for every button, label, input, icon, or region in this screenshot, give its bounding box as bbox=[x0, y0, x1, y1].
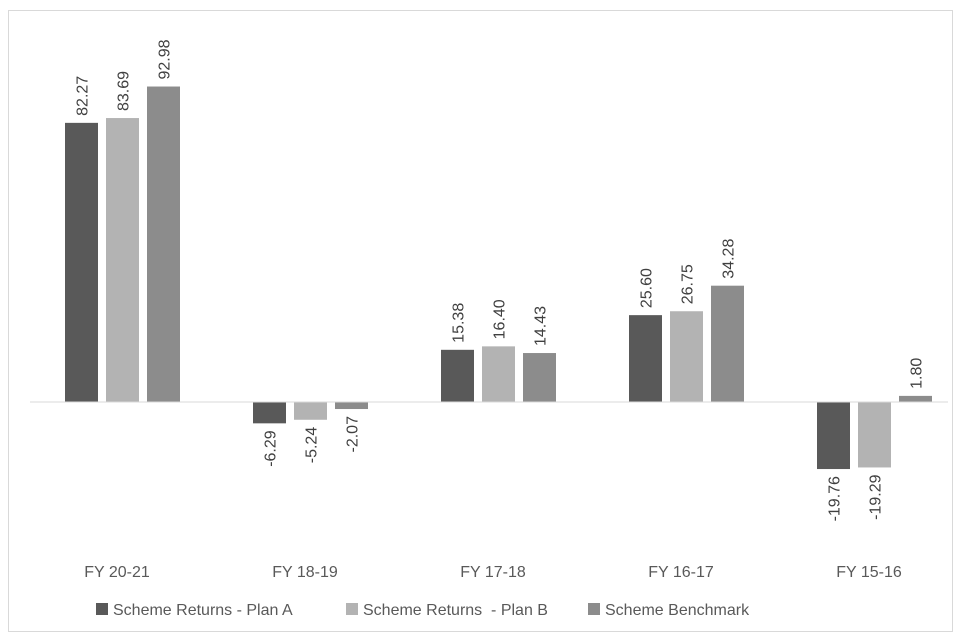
bar-2-4 bbox=[670, 311, 703, 402]
bar-3-4 bbox=[711, 285, 744, 402]
value-label: 15.38 bbox=[451, 303, 468, 343]
bar-3-3 bbox=[523, 353, 556, 402]
value-label: -5.24 bbox=[304, 427, 321, 464]
category-label: FY 20-21 bbox=[84, 564, 150, 581]
value-label: 26.75 bbox=[680, 264, 697, 304]
bar-2-2 bbox=[294, 402, 327, 420]
bar-3-2 bbox=[335, 402, 368, 410]
bar-1-1 bbox=[65, 122, 98, 403]
bar-1-2 bbox=[253, 402, 286, 424]
value-label: -19.29 bbox=[868, 474, 885, 519]
legend-swatch-1 bbox=[96, 603, 108, 615]
bar-3-5 bbox=[899, 395, 932, 402]
value-label: -6.29 bbox=[263, 430, 280, 467]
legend-label-1: Scheme Returns - Plan A bbox=[113, 602, 293, 619]
legend-swatch-2 bbox=[346, 603, 358, 615]
category-label: FY 17-18 bbox=[460, 564, 526, 581]
legend-label-3: Scheme Benchmark bbox=[605, 602, 750, 619]
value-label: 83.69 bbox=[116, 71, 133, 111]
bars-layer: 82.27 83.69 92.98 -6.29 -5.24 -2.07 15.38 16.40… bbox=[65, 39, 932, 521]
legend: Scheme Returns - Plan A Scheme Returns - … bbox=[96, 602, 750, 619]
bar-2-3 bbox=[482, 346, 515, 402]
bar-2-5 bbox=[858, 402, 891, 468]
value-label: 82.27 bbox=[75, 76, 92, 116]
category-label: FY 15-16 bbox=[836, 564, 902, 581]
legend-label-2: Scheme Returns - Plan B bbox=[363, 602, 548, 619]
category-label: FY 18-19 bbox=[272, 564, 338, 581]
value-label: 16.40 bbox=[492, 299, 509, 339]
category-labels: FY 20-21 FY 18-19 FY 17-18 FY 16-17 FY 15-16 bbox=[84, 564, 902, 581]
legend-swatch-3 bbox=[588, 603, 600, 615]
category-label: FY 16-17 bbox=[648, 564, 714, 581]
bar-3-1 bbox=[147, 86, 180, 402]
value-label: 34.28 bbox=[721, 239, 738, 279]
bar-1-5 bbox=[817, 402, 850, 470]
value-label: -2.07 bbox=[345, 416, 362, 453]
value-label: -19.76 bbox=[827, 476, 844, 521]
bar-2-1 bbox=[106, 118, 139, 403]
value-label: 14.43 bbox=[533, 306, 550, 346]
value-label: 92.98 bbox=[157, 39, 174, 79]
value-label: 25.60 bbox=[639, 268, 656, 308]
bar-1-4 bbox=[629, 315, 662, 402]
value-label: 1.80 bbox=[909, 358, 926, 389]
bar-1-3 bbox=[441, 349, 474, 402]
